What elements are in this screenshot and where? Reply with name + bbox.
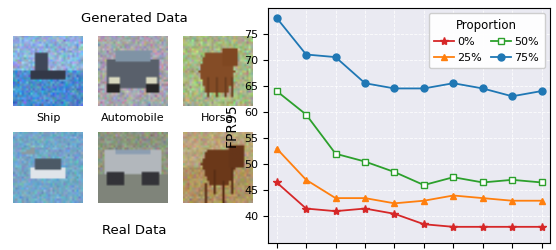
25%	[303, 178, 310, 181]
75%	[450, 82, 456, 85]
75%	[479, 87, 486, 90]
0%	[361, 207, 368, 210]
0%	[303, 207, 310, 210]
50%	[538, 181, 545, 184]
25%	[509, 199, 515, 202]
0%	[332, 210, 339, 213]
75%	[332, 56, 339, 58]
0%	[274, 181, 280, 184]
25%	[332, 196, 339, 200]
75%	[538, 90, 545, 92]
Text: Automobile: Automobile	[101, 113, 165, 123]
50%	[332, 152, 339, 155]
75%	[303, 53, 310, 56]
50%	[303, 113, 310, 116]
Line: 50%: 50%	[273, 88, 545, 188]
25%	[538, 199, 545, 202]
50%	[479, 181, 486, 184]
Text: Horse: Horse	[201, 113, 234, 123]
25%	[479, 196, 486, 200]
75%	[274, 16, 280, 20]
Text: Real Data: Real Data	[102, 224, 166, 237]
25%	[361, 196, 368, 200]
50%	[420, 184, 427, 186]
25%	[420, 199, 427, 202]
0%	[450, 225, 456, 228]
Line: 0%: 0%	[272, 178, 546, 231]
50%	[274, 90, 280, 92]
75%	[509, 95, 515, 98]
Line: 25%: 25%	[273, 145, 545, 207]
Text: Generated Data: Generated Data	[81, 12, 187, 25]
25%	[391, 202, 398, 205]
Legend: 0%, 25%, 50%, 75%: 0%, 25%, 50%, 75%	[429, 13, 545, 68]
75%	[391, 87, 398, 90]
50%	[450, 176, 456, 179]
75%	[420, 87, 427, 90]
50%	[391, 170, 398, 173]
Line: 75%: 75%	[273, 14, 545, 100]
0%	[509, 225, 515, 228]
Text: Ship: Ship	[36, 113, 60, 123]
Y-axis label: FPR95: FPR95	[225, 103, 239, 147]
25%	[450, 194, 456, 197]
0%	[420, 223, 427, 226]
75%	[361, 82, 368, 85]
0%	[391, 212, 398, 215]
50%	[361, 160, 368, 163]
25%	[274, 147, 280, 150]
0%	[479, 225, 486, 228]
50%	[509, 178, 515, 181]
0%	[538, 225, 545, 228]
